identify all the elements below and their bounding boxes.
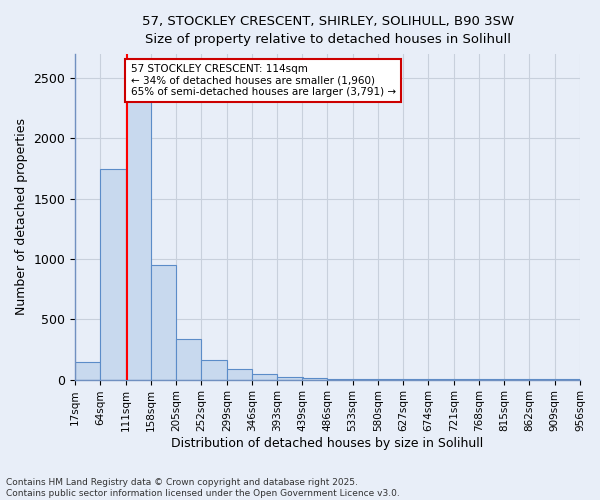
Bar: [277, 377, 302, 380]
Bar: [227, 368, 252, 380]
Y-axis label: Number of detached properties: Number of detached properties: [15, 118, 28, 316]
Bar: [151, 265, 176, 380]
Bar: [353, 379, 378, 380]
X-axis label: Distribution of detached houses by size in Solihull: Distribution of detached houses by size …: [172, 437, 484, 450]
Bar: [100, 168, 125, 380]
Title: 57, STOCKLEY CRESCENT, SHIRLEY, SOLIHULL, B90 3SW
Size of property relative to d: 57, STOCKLEY CRESCENT, SHIRLEY, SOLIHULL…: [142, 15, 514, 46]
Bar: [176, 338, 202, 380]
Bar: [252, 374, 277, 380]
Bar: [202, 360, 227, 380]
Bar: [302, 378, 328, 380]
Text: 57 STOCKLEY CRESCENT: 114sqm
← 34% of detached houses are smaller (1,960)
65% of: 57 STOCKLEY CRESCENT: 114sqm ← 34% of de…: [131, 64, 395, 97]
Bar: [75, 362, 100, 380]
Bar: [125, 90, 151, 380]
Text: Contains HM Land Registry data © Crown copyright and database right 2025.
Contai: Contains HM Land Registry data © Crown c…: [6, 478, 400, 498]
Bar: [328, 378, 353, 380]
